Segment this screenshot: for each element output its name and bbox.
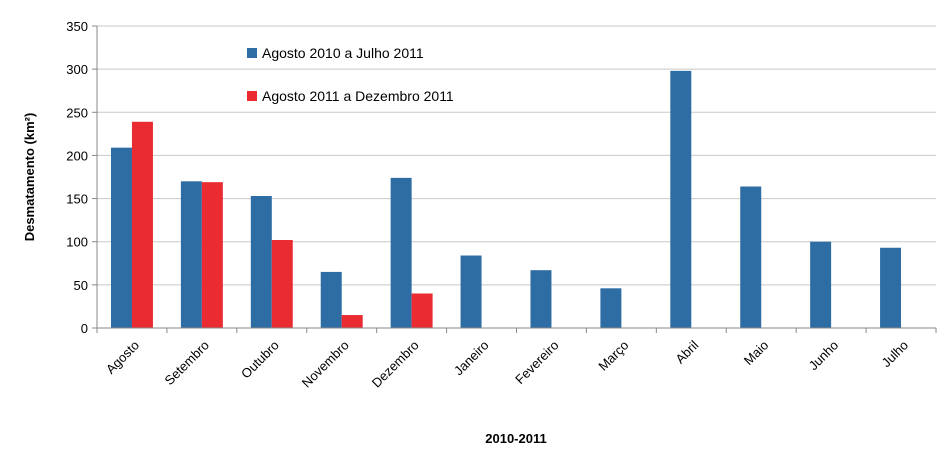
legend-swatch-series-2 [247, 91, 257, 101]
bar-series-1-junho [810, 241, 832, 328]
x-tick-label: Fevereiro [512, 338, 561, 387]
bar-series-2-outubro [271, 239, 293, 328]
x-tick-label: Maio [741, 338, 772, 369]
bar-series-1-agosto [110, 147, 132, 328]
x-tick-label: Outubro [238, 338, 282, 382]
x-tick-label: Março [595, 338, 631, 374]
x-tick-label: Agosto [103, 338, 142, 377]
bar-series-1-março [600, 288, 622, 328]
y-tick-label: 300 [66, 62, 88, 77]
x-tick-label: Setembro [162, 338, 212, 388]
bar-series-1-dezembro [390, 177, 412, 328]
x-tick-label: Abril [672, 337, 701, 366]
legend-label-series-2: Agosto 2011 a Dezembro 2011 [262, 88, 454, 104]
gridlines [92, 25, 937, 333]
y-tick-label: 150 [66, 192, 88, 207]
x-axis-title: 2010-2011 [485, 431, 546, 446]
x-tick-label: Dezembro [369, 338, 422, 391]
legend: Agosto 2010 a Julho 2011 Agosto 2011 a D… [247, 45, 454, 104]
bar-series-1-novembro [320, 271, 342, 328]
bars [110, 70, 902, 329]
bar-series-1-fevereiro [530, 270, 552, 328]
legend-label-series-1: Agosto 2010 a Julho 2011 [262, 45, 424, 61]
bar-series-1-maio [740, 186, 762, 328]
x-tick-label: Julho [879, 338, 912, 371]
y-tick-labels: 0 50 100 150 200 250 300 350 [66, 19, 88, 336]
bar-series-2-dezembro [411, 293, 433, 328]
y-tick-label: 200 [66, 148, 88, 163]
x-tick-label: Novembro [299, 338, 352, 391]
y-axis-title: Desmatamento (km²) [22, 113, 37, 242]
x-tick-label: Junho [806, 338, 842, 374]
x-tick-labels: Agosto Setembro Outubro Novembro Dezembro Jan… [103, 337, 911, 390]
bar-series-1-janeiro [460, 255, 482, 328]
x-tick-label: Janeiro [451, 338, 492, 379]
bar-series-2-novembro [341, 315, 363, 328]
legend-swatch-series-1 [247, 48, 257, 58]
y-tick-label: 250 [66, 105, 88, 120]
y-tick-label: 0 [81, 321, 88, 336]
bar-series-1-julho [880, 247, 902, 328]
bar-series-1-outubro [250, 195, 272, 328]
bar-series-1-setembro [180, 181, 202, 328]
y-tick-label: 100 [66, 235, 88, 250]
bar-series-2-setembro [201, 182, 223, 328]
bar-series-2-agosto [131, 121, 153, 328]
y-tick-label: 350 [66, 19, 88, 34]
bar-series-1-abril [670, 70, 692, 329]
y-tick-label: 50 [74, 278, 88, 293]
axes [96, 26, 936, 329]
